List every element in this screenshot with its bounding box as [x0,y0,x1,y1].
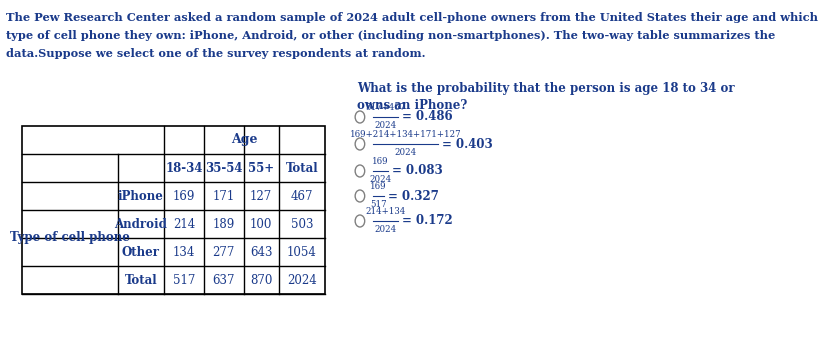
Text: 127: 127 [250,189,273,202]
Text: 169: 169 [370,182,387,191]
Text: 214+134: 214+134 [365,207,405,216]
Text: The Pew Research Center asked a random sample of 2024 adult cell-phone owners fr: The Pew Research Center asked a random s… [7,12,818,23]
Text: 1054: 1054 [287,246,317,258]
Text: 100: 100 [250,217,273,230]
Text: Other: Other [122,246,160,258]
Text: 35-54: 35-54 [205,161,242,175]
Text: 637: 637 [212,274,235,286]
Text: 171: 171 [212,189,235,202]
Text: 2024: 2024 [374,121,396,130]
Text: 2024: 2024 [369,175,391,184]
Text: 870: 870 [250,274,273,286]
Text: 18-34: 18-34 [166,161,202,175]
Text: Total: Total [125,274,157,286]
Circle shape [355,138,364,150]
Text: 277: 277 [212,246,235,258]
Text: 134: 134 [173,246,195,258]
Text: Age: Age [232,133,257,147]
Text: 517+467: 517+467 [365,103,405,112]
Text: 2024: 2024 [287,274,317,286]
Circle shape [355,111,364,123]
Circle shape [355,190,364,202]
Text: = 0.486: = 0.486 [401,110,452,124]
Text: Total: Total [285,161,319,175]
Circle shape [355,165,364,177]
Text: 189: 189 [212,217,235,230]
Text: 517: 517 [370,200,387,209]
Circle shape [355,215,364,227]
Text: 503: 503 [291,217,313,230]
Text: 169: 169 [173,189,195,202]
Bar [23,126,325,294]
Text: 169+214+134+171+127: 169+214+134+171+127 [349,130,461,139]
Text: 517: 517 [173,274,195,286]
Text: What is the probability that the person is age 18 to 34 or: What is the probability that the person … [357,82,734,95]
Text: = 0.172: = 0.172 [401,215,452,228]
Text: 2024: 2024 [394,148,416,157]
Text: 169: 169 [372,157,389,166]
Text: Type of cell phone: Type of cell phone [10,232,130,245]
Text: 467: 467 [291,189,313,202]
Text: 2024: 2024 [374,225,396,234]
Text: 214: 214 [173,217,195,230]
Text: = 0.083: = 0.083 [391,165,442,177]
Text: data.Suppose we select one of the survey respondents at random.: data.Suppose we select one of the survey… [7,48,426,59]
Text: 55+: 55+ [248,161,274,175]
Text: Android: Android [115,217,167,230]
Text: owns an iPhone?: owns an iPhone? [357,99,467,112]
Text: = 0.327: = 0.327 [388,189,439,202]
Text: iPhone: iPhone [118,189,164,202]
Text: type of cell phone they own: iPhone, Android, or other (including non-smartphone: type of cell phone they own: iPhone, And… [7,30,776,41]
Text: 643: 643 [250,246,273,258]
Text: = 0.403: = 0.403 [441,137,492,150]
